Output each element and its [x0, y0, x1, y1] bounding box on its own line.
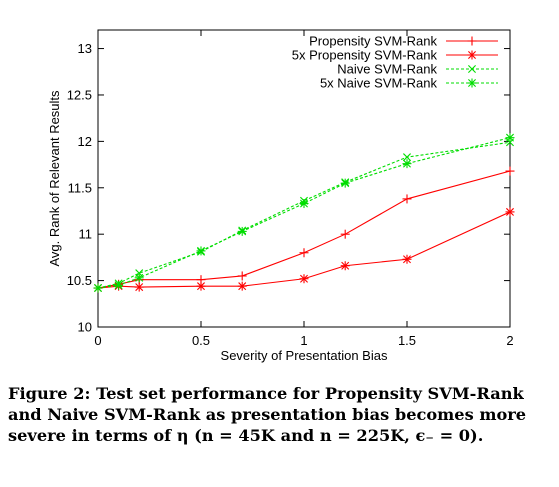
y-tick-label: 10.5: [67, 273, 92, 288]
legend-item: 5x Naive SVM-Rank: [320, 76, 498, 91]
data-point: [505, 133, 515, 143]
data-point: [403, 153, 411, 162]
series-line: [97, 137, 511, 289]
series-line: [97, 141, 511, 289]
y-axis-label: Avg. Rank of Relevant Results: [47, 90, 62, 267]
legend-item: Naive SVM-Rank: [337, 62, 498, 77]
data-point: [196, 281, 206, 291]
data-point: [134, 282, 144, 292]
x-tick-label: 1: [300, 333, 307, 348]
legend-label: Propensity SVM-Rank: [309, 34, 437, 49]
x-tick-label: 2: [506, 333, 513, 348]
data-point: [505, 166, 515, 176]
figure-caption: Figure 2: Test set performance for Prope…: [8, 384, 527, 445]
legend-item: Propensity SVM-Rank: [309, 34, 498, 49]
data-point: [340, 178, 350, 188]
data-point: [467, 50, 477, 60]
data-point: [299, 248, 309, 258]
data-point: [505, 207, 515, 217]
y-tick-label: 11: [79, 227, 93, 242]
legend-label: 5x Naive SVM-Rank: [320, 76, 438, 91]
y-tick-label: 12.5: [67, 87, 92, 102]
data-point: [93, 283, 103, 293]
series-3: [94, 138, 514, 293]
series-1: [93, 166, 515, 293]
data-point: [402, 159, 412, 169]
data-point: [114, 280, 124, 290]
legend-item: 5x Propensity SVM-Rank: [292, 48, 498, 63]
legend-label: Naive SVM-Rank: [337, 62, 437, 77]
data-point: [196, 246, 206, 256]
data-point: [402, 194, 412, 204]
series-4: [93, 133, 515, 293]
y-tick-label: 10: [78, 320, 92, 335]
series-layer: [93, 133, 515, 293]
data-point: [299, 274, 309, 284]
series-line: [97, 170, 511, 289]
data-point: [237, 281, 247, 291]
y-tick-label: 12: [78, 134, 92, 149]
data-point: [402, 254, 412, 264]
x-tick-label: 0.5: [192, 333, 210, 348]
data-point: [467, 36, 477, 46]
data-point: [299, 199, 309, 209]
legend-label: 5x Propensity SVM-Rank: [292, 48, 438, 63]
data-point: [340, 229, 350, 239]
x-axis-label: Severity of Presentation Bias: [221, 348, 388, 363]
data-point: [237, 271, 247, 281]
y-tick-label: 13: [78, 41, 92, 56]
data-point: [467, 78, 477, 88]
data-point: [134, 273, 144, 283]
x-axis: 0 0.5 1 1.5 2: [94, 30, 514, 348]
data-point: [468, 65, 476, 73]
y-tick-label: 11.5: [68, 180, 92, 195]
data-point: [340, 261, 350, 271]
y-axis: 10 10.5 11 11.5 12 12.5 13: [67, 41, 510, 335]
x-tick-label: 0: [94, 333, 101, 348]
x-tick-label: 1.5: [398, 333, 416, 348]
data-point: [237, 226, 247, 236]
